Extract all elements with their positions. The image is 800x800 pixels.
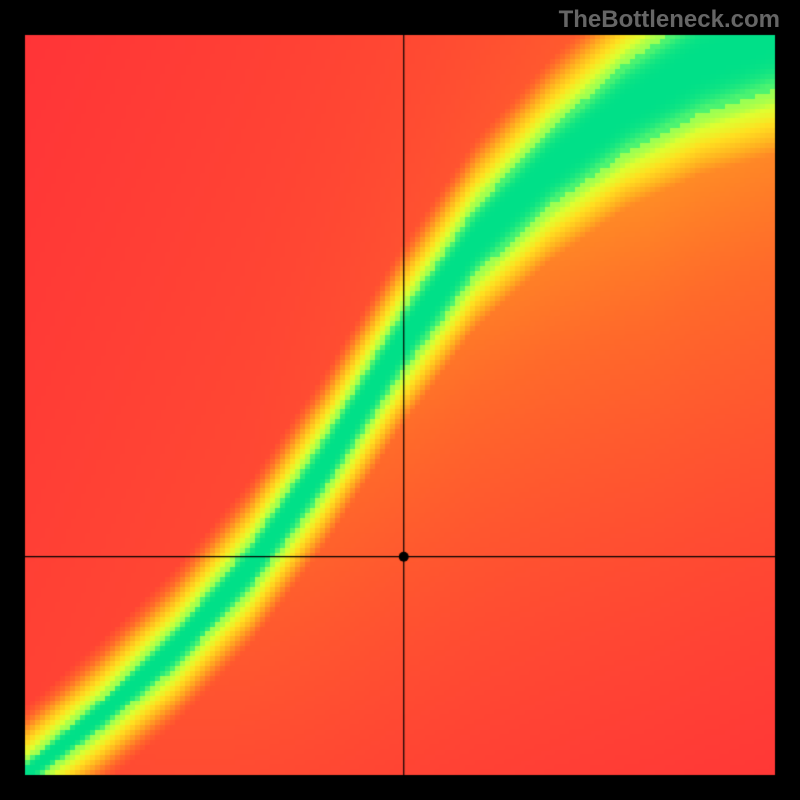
heatmap-canvas (0, 0, 800, 800)
chart-container: TheBottleneck.com (0, 0, 800, 800)
watermark-text: TheBottleneck.com (559, 6, 780, 34)
